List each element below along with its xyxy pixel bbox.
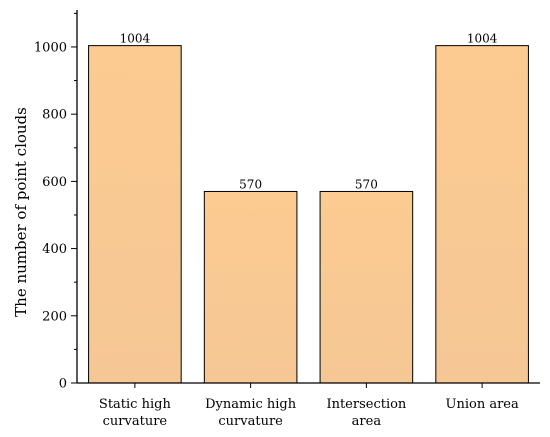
data-label-4: 1004 [467,32,498,46]
bar-4 [435,45,529,384]
bar-2 [203,190,298,384]
bar-3 [319,190,414,384]
y-tick-label-5: 1000 [34,40,67,55]
x-tick-label-4: Union area [446,397,519,412]
y-tick-label-0: 0 [59,377,67,392]
plot-axes: Static high curvature Dynamic high curvatur… [34,10,540,429]
x-tick-label-3: Intersection area [326,397,406,429]
bar-1 [88,45,182,384]
y-tick-label-1: 200 [42,309,67,324]
data-label-1: 1004 [120,32,151,46]
y-axis-title: The number of point clouds [12,107,30,317]
data-label-2: 570 [239,177,262,191]
y-tick-label-2: 400 [42,242,67,257]
data-label-3: 570 [355,177,378,191]
x-tick-label-1: Static high curvature [99,397,172,429]
plot-bars: 1004 570 570 1004 [88,32,529,384]
x-tick-label-2: Dynamic high curvature [205,397,297,429]
y-tick-label-4: 800 [42,108,67,123]
y-tick-label-3: 600 [42,175,67,190]
